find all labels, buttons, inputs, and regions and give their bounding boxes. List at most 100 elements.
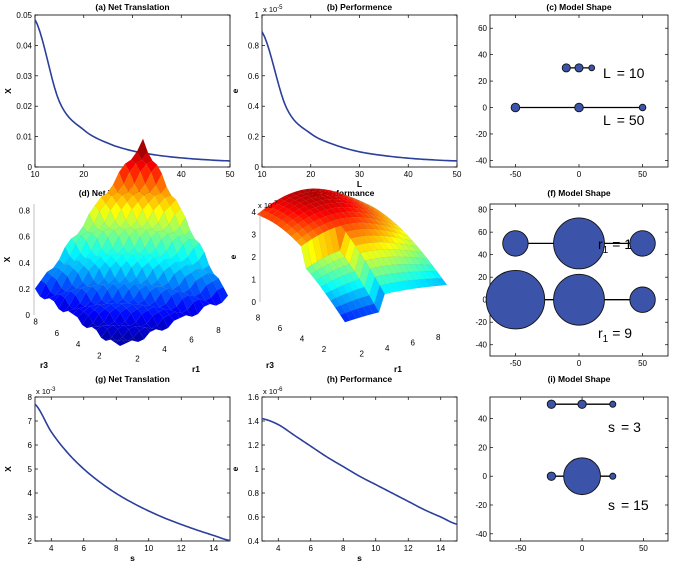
x-tick-label: 12 bbox=[404, 544, 413, 553]
surface-patch bbox=[147, 306, 159, 316]
x-tick-label: -50 bbox=[510, 170, 522, 179]
z-tick-label: 0.8 bbox=[19, 207, 31, 216]
sphere-marker bbox=[588, 64, 596, 72]
plot-frame bbox=[34, 14, 231, 168]
y-tick-label: 40 bbox=[478, 251, 487, 260]
y-tick-label: 80 bbox=[478, 206, 487, 215]
y-tick-label: 5 bbox=[28, 465, 33, 474]
r3-tick-label: 6 bbox=[278, 324, 283, 333]
chart-title: (f) Model Shape bbox=[547, 188, 611, 198]
surface-patch bbox=[146, 315, 158, 329]
r3-tick-label: 4 bbox=[76, 340, 81, 349]
plot-frame bbox=[34, 396, 231, 542]
surface-patch bbox=[339, 312, 351, 323]
surface-patch bbox=[95, 248, 107, 258]
surface-patch bbox=[290, 232, 303, 242]
shape-annotation: s = 3 bbox=[608, 419, 641, 435]
surface-patch bbox=[106, 184, 118, 196]
shape-annotation: L = 10 bbox=[603, 65, 645, 81]
chart-title: (g) Net Translation bbox=[95, 374, 170, 384]
r1-tick-label: 6 bbox=[189, 335, 194, 344]
surface-patch bbox=[346, 300, 358, 311]
z-tick-label: 0.4 bbox=[19, 259, 31, 268]
surface-patch bbox=[129, 229, 141, 248]
series-line bbox=[34, 403, 231, 542]
r1-tick-label: 4 bbox=[162, 345, 167, 354]
surface-patch bbox=[141, 151, 153, 165]
sphere-marker bbox=[553, 217, 605, 270]
surface-patch bbox=[170, 253, 182, 263]
surface-patch bbox=[108, 220, 121, 231]
sphere-marker bbox=[485, 270, 546, 330]
surface-patch bbox=[183, 288, 195, 297]
surface-mesh bbox=[256, 188, 448, 323]
x-tick-label: 10 bbox=[31, 170, 40, 179]
y-tick-label: 0.01 bbox=[16, 133, 32, 142]
r1-tick-label: 4 bbox=[385, 344, 390, 353]
x-tick-label: 8 bbox=[341, 544, 346, 553]
y-tick-label: -40 bbox=[475, 341, 487, 350]
y-tick-label: 1.4 bbox=[248, 417, 260, 426]
surface-patch bbox=[159, 197, 171, 213]
z-axis-label: X bbox=[2, 256, 12, 262]
y-tick-label: 40 bbox=[478, 51, 487, 60]
surface-patch bbox=[159, 303, 171, 311]
axis-exponent: x 10-5 bbox=[263, 5, 283, 14]
r3-tick-label: 8 bbox=[256, 313, 261, 322]
x-tick-label: 40 bbox=[177, 170, 186, 179]
surface-patch bbox=[362, 228, 374, 236]
sphere-marker bbox=[638, 103, 647, 112]
surface-patch bbox=[134, 171, 146, 192]
x-tick-label: 12 bbox=[177, 544, 186, 553]
z-axis-label: e bbox=[228, 254, 238, 259]
surface-patch bbox=[64, 290, 76, 307]
plot-frame bbox=[489, 396, 669, 542]
y-tick-label: 0 bbox=[28, 163, 33, 172]
y-tick-label: 8 bbox=[28, 393, 33, 402]
surface-patch bbox=[351, 222, 363, 230]
surface-patch bbox=[324, 214, 337, 222]
axis-exponent: x 10-3 bbox=[36, 387, 56, 396]
x-tick-label: 8 bbox=[114, 544, 119, 553]
y-tick-label: 0.4 bbox=[248, 102, 260, 111]
shape-annotation: r1 = 9 bbox=[598, 325, 632, 345]
z-tick-label: 1 bbox=[252, 276, 257, 285]
x-tick-label: 4 bbox=[276, 544, 281, 553]
surface-patch bbox=[343, 264, 355, 274]
chart-title: (a) Net Translation bbox=[95, 2, 169, 12]
surface-patch bbox=[103, 267, 115, 284]
sphere-marker bbox=[553, 273, 605, 326]
x-tick-label: -50 bbox=[510, 359, 522, 368]
surface-patch bbox=[266, 214, 278, 222]
shape-annotation: r1 = 1 bbox=[598, 236, 632, 256]
axis-exponent: x 10-6 bbox=[263, 387, 283, 396]
chart-title: (b) Performence bbox=[327, 2, 392, 12]
x-tick-label: 50 bbox=[638, 359, 647, 368]
x-axis-label: L bbox=[357, 179, 362, 189]
z-tick-label: 3 bbox=[252, 231, 257, 240]
surface-patch bbox=[402, 280, 414, 290]
y-tick-label: 0.6 bbox=[248, 513, 260, 522]
surface-patch bbox=[271, 217, 283, 225]
surface-patch bbox=[299, 200, 311, 207]
y-tick-label: 20 bbox=[478, 77, 487, 86]
surface-patch bbox=[94, 256, 106, 270]
r1-axis-label: r1 bbox=[192, 364, 200, 374]
y-tick-label: 1.2 bbox=[248, 441, 260, 450]
y-tick-label: -20 bbox=[475, 501, 487, 510]
surface-patch bbox=[319, 216, 331, 225]
y-tick-label: 0 bbox=[255, 163, 260, 172]
z-tick-label: 0 bbox=[252, 298, 257, 307]
z-tick-label: 0.6 bbox=[19, 233, 31, 242]
y-tick-label: 0.4 bbox=[248, 537, 260, 546]
y-tick-label: -40 bbox=[475, 156, 487, 165]
surface-patch bbox=[333, 259, 345, 269]
y-tick-label: -20 bbox=[475, 318, 487, 327]
sphere-marker bbox=[629, 230, 656, 257]
x-tick-label: 4 bbox=[49, 544, 54, 553]
r1-axis-label: r1 bbox=[394, 364, 402, 374]
surface-patch bbox=[164, 258, 176, 267]
r1-tick-label: 8 bbox=[216, 326, 221, 335]
x-tick-label: 50 bbox=[226, 170, 235, 179]
